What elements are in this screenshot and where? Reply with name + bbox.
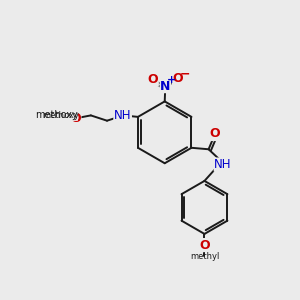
Text: +: + — [167, 75, 176, 85]
Text: −: − — [180, 67, 190, 80]
Text: O: O — [172, 72, 183, 85]
Text: NH: NH — [114, 109, 131, 122]
Text: O: O — [148, 73, 158, 86]
Text: O: O — [210, 128, 220, 140]
Text: N: N — [160, 80, 170, 93]
Text: methoxy: methoxy — [35, 110, 77, 120]
Text: NH: NH — [214, 158, 232, 171]
Text: O: O — [70, 112, 81, 125]
Text: methyl: methyl — [190, 252, 219, 261]
Text: methoxy: methoxy — [42, 111, 79, 120]
Text: O: O — [199, 238, 210, 252]
